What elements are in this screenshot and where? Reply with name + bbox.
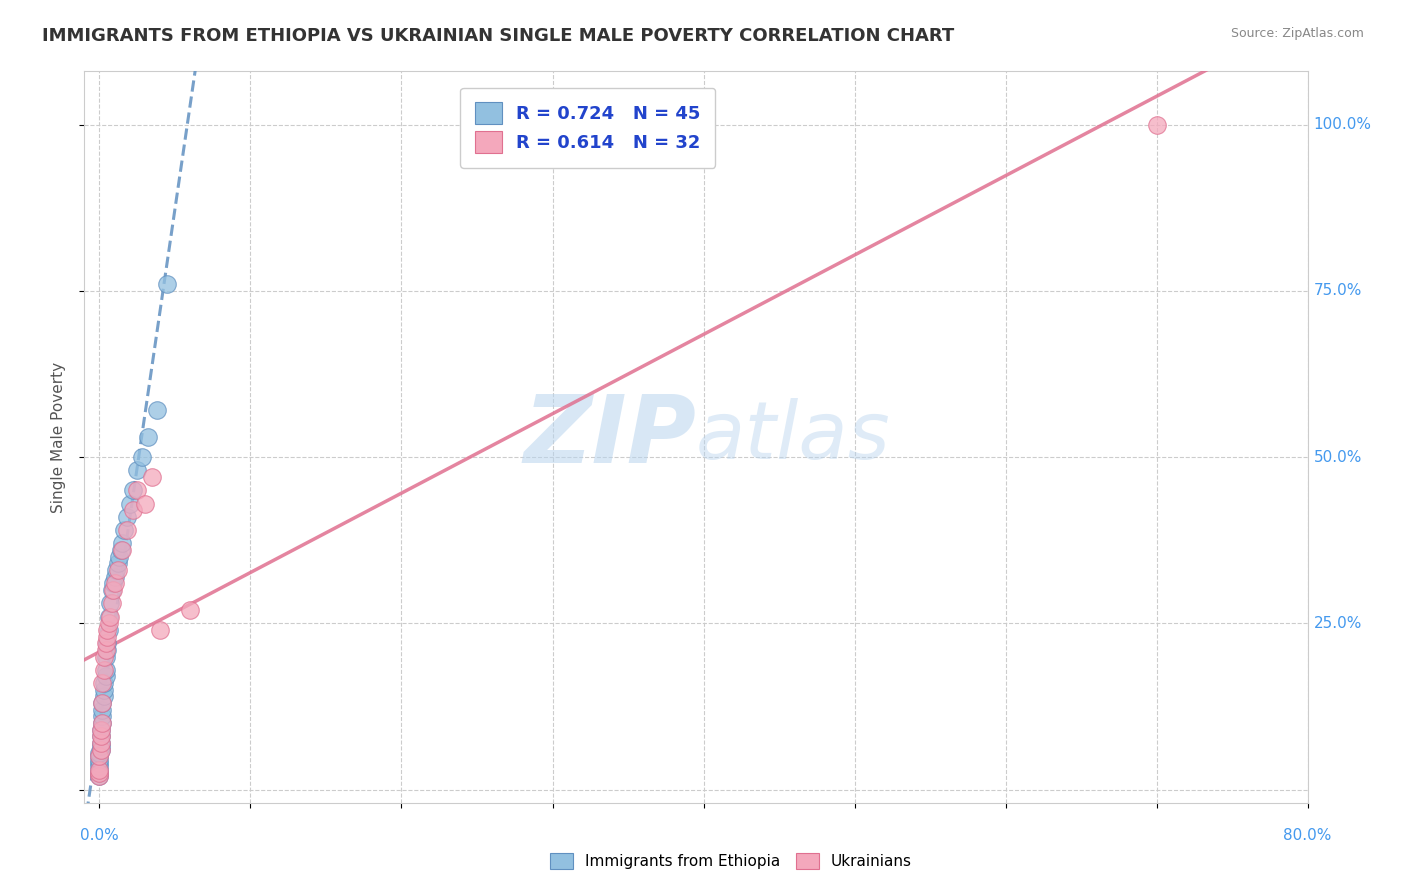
Point: [91, 696, 114, 710]
Point: [1146, 118, 1168, 132]
Point: [91, 676, 114, 690]
Point: [93, 663, 115, 677]
Point: [127, 483, 149, 498]
Point: [179, 603, 201, 617]
Point: [90, 739, 112, 754]
Point: [107, 563, 129, 577]
Point: [97, 623, 120, 637]
Point: [93, 690, 115, 704]
Text: 50.0%: 50.0%: [1313, 450, 1362, 465]
Text: Source: ZipAtlas.com: Source: ZipAtlas.com: [1230, 27, 1364, 40]
Point: [131, 450, 153, 464]
Point: [100, 596, 122, 610]
Point: [96, 623, 118, 637]
Point: [103, 570, 125, 584]
Point: [90, 729, 112, 743]
Point: [118, 497, 141, 511]
Point: [89, 765, 111, 780]
Point: [89, 769, 111, 783]
Point: [96, 630, 118, 644]
Point: [90, 742, 112, 756]
Point: [103, 576, 125, 591]
Text: IMMIGRANTS FROM ETHIOPIA VS UKRAINIAN SINGLE MALE POVERTY CORRELATION CHART: IMMIGRANTS FROM ETHIOPIA VS UKRAINIAN SI…: [42, 27, 955, 45]
Point: [97, 616, 120, 631]
Point: [89, 763, 111, 777]
Legend: Immigrants from Ethiopia, Ukrainians: Immigrants from Ethiopia, Ukrainians: [544, 847, 918, 875]
Point: [100, 582, 122, 597]
Point: [136, 430, 159, 444]
Y-axis label: Single Male Poverty: Single Male Poverty: [51, 361, 66, 513]
Point: [91, 716, 114, 731]
Text: 25.0%: 25.0%: [1313, 615, 1362, 631]
Point: [141, 470, 163, 484]
Text: 100.0%: 100.0%: [1313, 117, 1372, 132]
Point: [94, 669, 117, 683]
Point: [101, 582, 124, 597]
Point: [134, 497, 156, 511]
Point: [127, 463, 149, 477]
Point: [98, 596, 121, 610]
Text: 80.0%: 80.0%: [1284, 829, 1331, 844]
Point: [107, 557, 129, 571]
Legend: R = 0.724   N = 45, R = 0.614   N = 32: R = 0.724 N = 45, R = 0.614 N = 32: [460, 87, 716, 168]
Point: [90, 723, 112, 737]
Point: [156, 277, 179, 292]
Text: 75.0%: 75.0%: [1313, 284, 1362, 298]
Point: [101, 576, 124, 591]
Point: [89, 756, 111, 770]
Point: [91, 696, 114, 710]
Point: [90, 742, 112, 756]
Point: [89, 753, 111, 767]
Point: [110, 543, 132, 558]
Point: [112, 523, 135, 537]
Point: [89, 765, 111, 780]
Point: [96, 636, 118, 650]
Point: [94, 649, 117, 664]
Point: [121, 503, 143, 517]
Point: [111, 543, 134, 558]
Point: [89, 749, 111, 764]
Point: [90, 729, 112, 743]
Point: [89, 746, 111, 760]
Point: [89, 759, 111, 773]
Point: [121, 483, 143, 498]
Point: [93, 649, 115, 664]
Point: [90, 736, 112, 750]
Point: [91, 703, 114, 717]
Point: [93, 676, 115, 690]
Point: [94, 663, 117, 677]
Point: [146, 403, 169, 417]
Point: [89, 763, 111, 777]
Point: [96, 643, 118, 657]
Point: [89, 769, 111, 783]
Point: [115, 509, 138, 524]
Point: [149, 623, 172, 637]
Text: atlas: atlas: [696, 398, 891, 476]
Point: [105, 563, 128, 577]
Point: [108, 549, 131, 564]
Point: [90, 736, 112, 750]
Text: ZIP: ZIP: [523, 391, 696, 483]
Point: [94, 643, 117, 657]
Point: [91, 716, 114, 731]
Text: 0.0%: 0.0%: [80, 829, 120, 844]
Point: [111, 536, 134, 550]
Point: [94, 636, 117, 650]
Point: [115, 523, 138, 537]
Point: [91, 709, 114, 723]
Point: [93, 682, 115, 697]
Point: [89, 749, 111, 764]
Point: [90, 723, 112, 737]
Point: [97, 609, 120, 624]
Point: [98, 609, 121, 624]
